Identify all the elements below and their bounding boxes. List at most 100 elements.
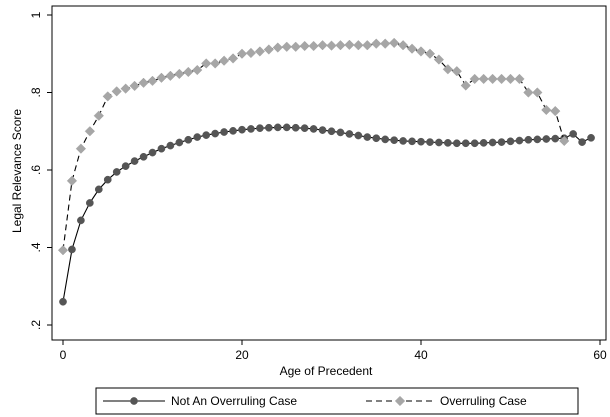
series-layer [57,37,595,306]
data-point [218,55,230,66]
data-point [229,127,237,135]
data-point [86,199,94,207]
data-point [496,73,507,85]
data-point [451,66,462,77]
data-point [397,40,409,51]
data-point [380,38,391,49]
data-point [452,139,461,148]
data-point [523,87,534,98]
data-point [326,40,337,51]
data-point [559,135,570,147]
data-point [220,128,228,136]
data-point [372,134,381,143]
data-point [138,77,149,88]
y-tick-label: .2 [29,320,43,330]
data-point [390,136,398,145]
data-point [317,40,328,51]
data-point [281,41,292,52]
data-point [388,37,400,49]
data-point [102,91,113,102]
data-point [497,138,506,146]
data-point [120,83,131,94]
data-point [147,75,158,87]
data-point [542,135,551,143]
data-point [406,43,418,54]
data-point [415,46,427,57]
data-point [93,110,104,121]
data-point [112,168,121,176]
plot-frame [51,5,607,341]
y-axis: .2 .4 .6 .8 1 [29,11,52,330]
data-point [587,133,595,142]
data-point [247,125,255,133]
data-point [336,128,345,137]
data-point [290,41,301,52]
data-point [148,148,157,157]
data-point [514,73,525,85]
data-point [460,80,471,91]
legend-marker [130,397,138,405]
data-point [327,127,336,136]
data-point [435,138,443,147]
data-point [426,138,434,146]
data-point [291,123,300,132]
data-point [506,137,515,146]
data-point [470,139,479,148]
data-point [399,137,407,145]
x-tick-label: 20 [235,348,249,362]
data-point [263,44,275,55]
data-point [175,138,184,147]
x-axis: 0 20 40 60 [60,340,607,362]
y-axis-label: Legal Relevance Score [10,109,24,233]
x-axis-label: Age of Precedent [280,364,373,378]
data-point [130,157,139,165]
data-point [256,124,264,132]
data-point [541,104,552,116]
data-point [245,47,257,59]
data-point [551,134,560,143]
data-point [309,125,318,133]
data-point [66,175,78,187]
data-point [524,135,533,144]
data-point [300,124,309,132]
data-point [487,73,498,85]
data-point [550,105,561,117]
data-point [166,141,175,150]
data-point [505,73,516,85]
data-point [201,58,212,69]
data-point [532,87,543,98]
data-point [371,38,382,49]
data-point [84,126,96,137]
series-1 [57,37,570,256]
data-point [236,48,248,59]
data-point [202,131,211,139]
data-point [227,53,239,64]
legend-box [95,387,579,415]
x-tick-label: 40 [414,348,428,362]
data-point [442,64,454,75]
data-point [265,123,273,132]
data-point [103,175,112,184]
data-point [68,245,76,254]
data-point [335,40,346,51]
data-point [461,139,470,148]
data-point [183,66,194,78]
y-tick-label: 1 [29,11,43,18]
data-point [478,73,489,85]
x-tick-label: 60 [593,348,607,362]
data-point [345,130,354,138]
legend-marker [394,395,406,407]
y-tick-label: .4 [29,242,43,252]
x-tick-label: 0 [60,348,67,362]
data-point [157,144,166,153]
data-point [299,40,310,52]
y-tick-label: .6 [29,165,43,175]
data-point [424,48,436,59]
data-point [308,40,319,52]
data-point [273,123,282,132]
data-point [354,131,363,140]
legend-entry: Not An Overruling Case [103,394,297,408]
data-point [344,39,355,50]
data-point [111,86,122,97]
data-point [272,42,283,53]
